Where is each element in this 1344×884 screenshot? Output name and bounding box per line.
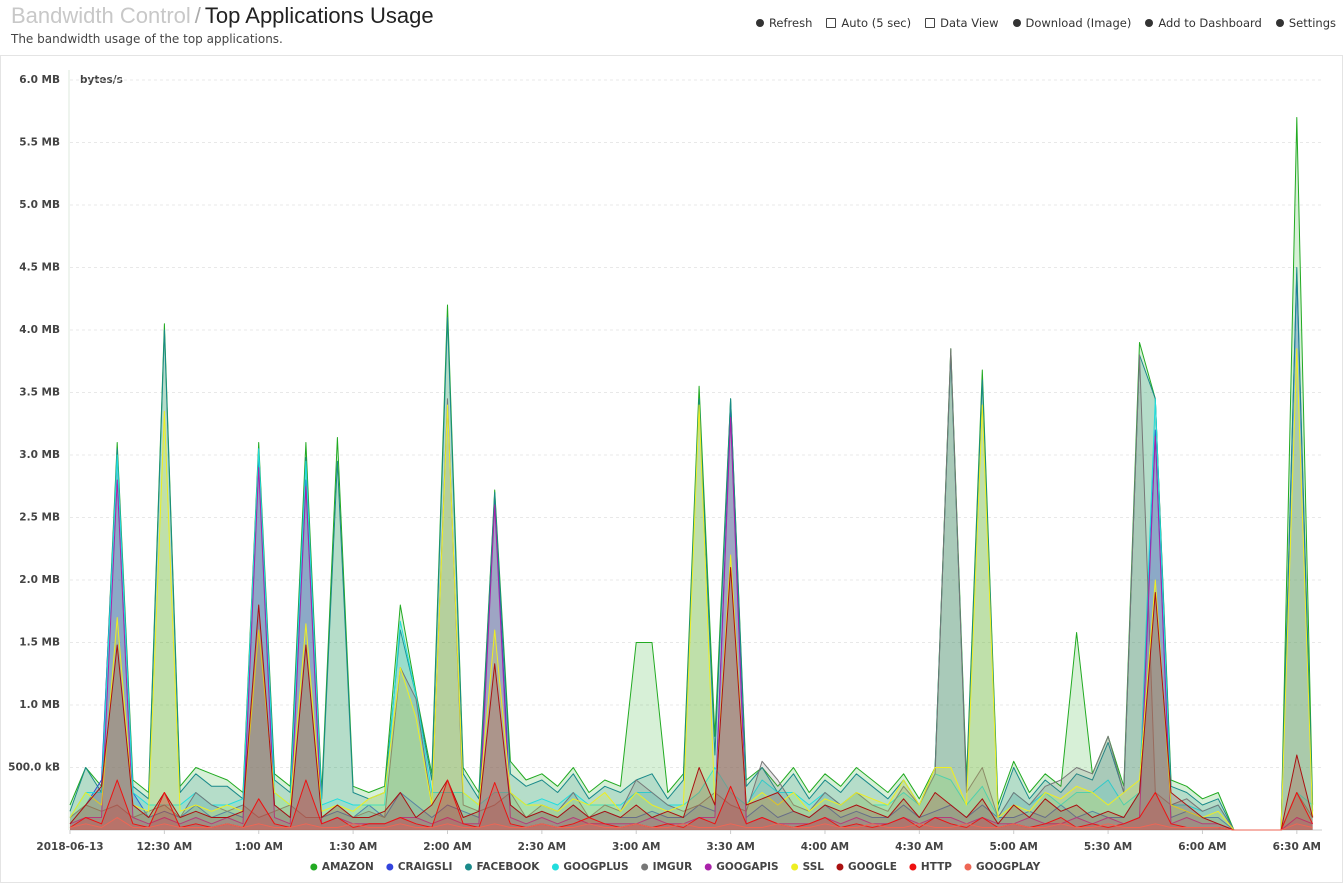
label: Download (Image) <box>1025 16 1132 30</box>
series-line <box>69 348 1314 831</box>
x-tick-label: 2:00 AM <box>423 841 471 853</box>
series-area <box>70 780 1313 830</box>
legend-marker <box>310 863 318 871</box>
y-tick-label: 1.5 MB <box>19 637 60 649</box>
legend-label: GOOGLE <box>848 861 897 873</box>
y-tick-label: 2.5 MB <box>19 512 60 524</box>
section[interactable]: Bandwidth Control <box>11 3 191 28</box>
download-button[interactable]: Download (Image) <box>1012 16 1132 30</box>
series-line <box>69 417 1313 831</box>
label: Data View <box>940 16 999 30</box>
legend: AMAZON CRAIGSLI FACEBOOK GOOGPLUS IMGUR GOOGA… <box>310 861 1041 873</box>
refresh-button[interactable]: Refresh <box>755 16 813 30</box>
legend-label: GOOGPLAY <box>976 861 1041 873</box>
chart-frame <box>0 55 1343 883</box>
legend-label: SSL <box>803 861 825 873</box>
legend-marker <box>464 863 472 871</box>
data-view-checkbox[interactable]: Data View <box>925 16 999 30</box>
auto-checkbox[interactable]: Auto (5 sec) <box>826 16 911 30</box>
series-area <box>70 117 1313 830</box>
y-tick-label: 2.0 MB <box>19 574 60 586</box>
series-line <box>69 267 1314 831</box>
x-tick-label: 4:00 AM <box>801 841 849 853</box>
x-tick-label: 6:00 AM <box>1178 841 1226 853</box>
legend-marker <box>909 863 917 871</box>
legend-label: HTTP <box>921 861 952 873</box>
x-tick-label: 2:30 AM <box>518 841 566 853</box>
label: Auto (5 sec) <box>841 16 912 30</box>
y-tick-label: 6.0 MB <box>19 74 60 86</box>
x-tick-label: 12:30 AM <box>137 841 193 853</box>
y-tick-label: 5.5 MB <box>19 137 60 149</box>
x-tick-label: 2018-06-13 <box>36 841 103 853</box>
series-area <box>70 348 1313 830</box>
label: Add to Dashboard <box>1158 16 1262 30</box>
legend-label: AMAZON <box>322 861 374 873</box>
x-tick-label: 1:00 AM <box>235 841 283 853</box>
separator: / <box>194 3 201 28</box>
y-tick-label: 1.0 MB <box>19 699 60 711</box>
y-tick-label: 4.0 MB <box>19 324 60 336</box>
legend-label: IMGUR <box>653 861 693 873</box>
x-tick-label: 1:30 AM <box>329 841 377 853</box>
legend-marker <box>704 863 712 871</box>
series-line <box>69 817 1313 831</box>
y-tick-label: 3.5 MB <box>19 387 60 399</box>
label: Settings <box>1288 16 1336 30</box>
legend-marker <box>836 863 844 871</box>
x-tick-label: 3:00 AM <box>612 841 660 853</box>
x-tick-label: 5:00 AM <box>990 841 1038 853</box>
x-tick-label: 4:30 AM <box>895 841 943 853</box>
legend-marker <box>964 863 972 871</box>
x-tick-label: 5:30 AM <box>1084 841 1132 853</box>
y-tick-label: 500.0 kB <box>8 762 60 774</box>
label: Refresh <box>768 16 813 30</box>
series-area <box>70 267 1313 830</box>
legend-label: CRAIGSLI <box>398 861 453 873</box>
x-tick-label: 3:30 AM <box>706 841 754 853</box>
series-line <box>69 567 1314 831</box>
toolbar: Refresh Auto (5 sec) Data View Download … <box>755 16 1336 30</box>
legend-label: FACEBOOK <box>476 861 540 873</box>
legend-marker <box>386 863 394 871</box>
series-line <box>69 779 1314 831</box>
series-line <box>69 348 1314 831</box>
y-tick-label: 4.5 MB <box>19 262 60 274</box>
legend-marker <box>551 863 559 871</box>
legend-marker <box>791 863 799 871</box>
y-tick-label: 3.0 MB <box>19 449 60 461</box>
legend-label: GOOGAPIS <box>716 861 778 873</box>
settings-button[interactable]: Settings <box>1275 16 1336 30</box>
add-dashboard-button[interactable]: Add to Dashboard <box>1145 16 1262 30</box>
legend-marker <box>641 863 649 871</box>
subtitle: The bandwidth usage of the top applicati… <box>11 32 283 46</box>
x-tick-label: 6:30 AM <box>1273 841 1321 853</box>
breadcrumb: Bandwidth Control / Top Applications Usage <box>11 3 434 29</box>
y-tick-label: 5.0 MB <box>19 199 60 211</box>
title: Top Applications Usage <box>204 3 434 28</box>
legend-label: GOOGPLUS <box>563 861 628 873</box>
